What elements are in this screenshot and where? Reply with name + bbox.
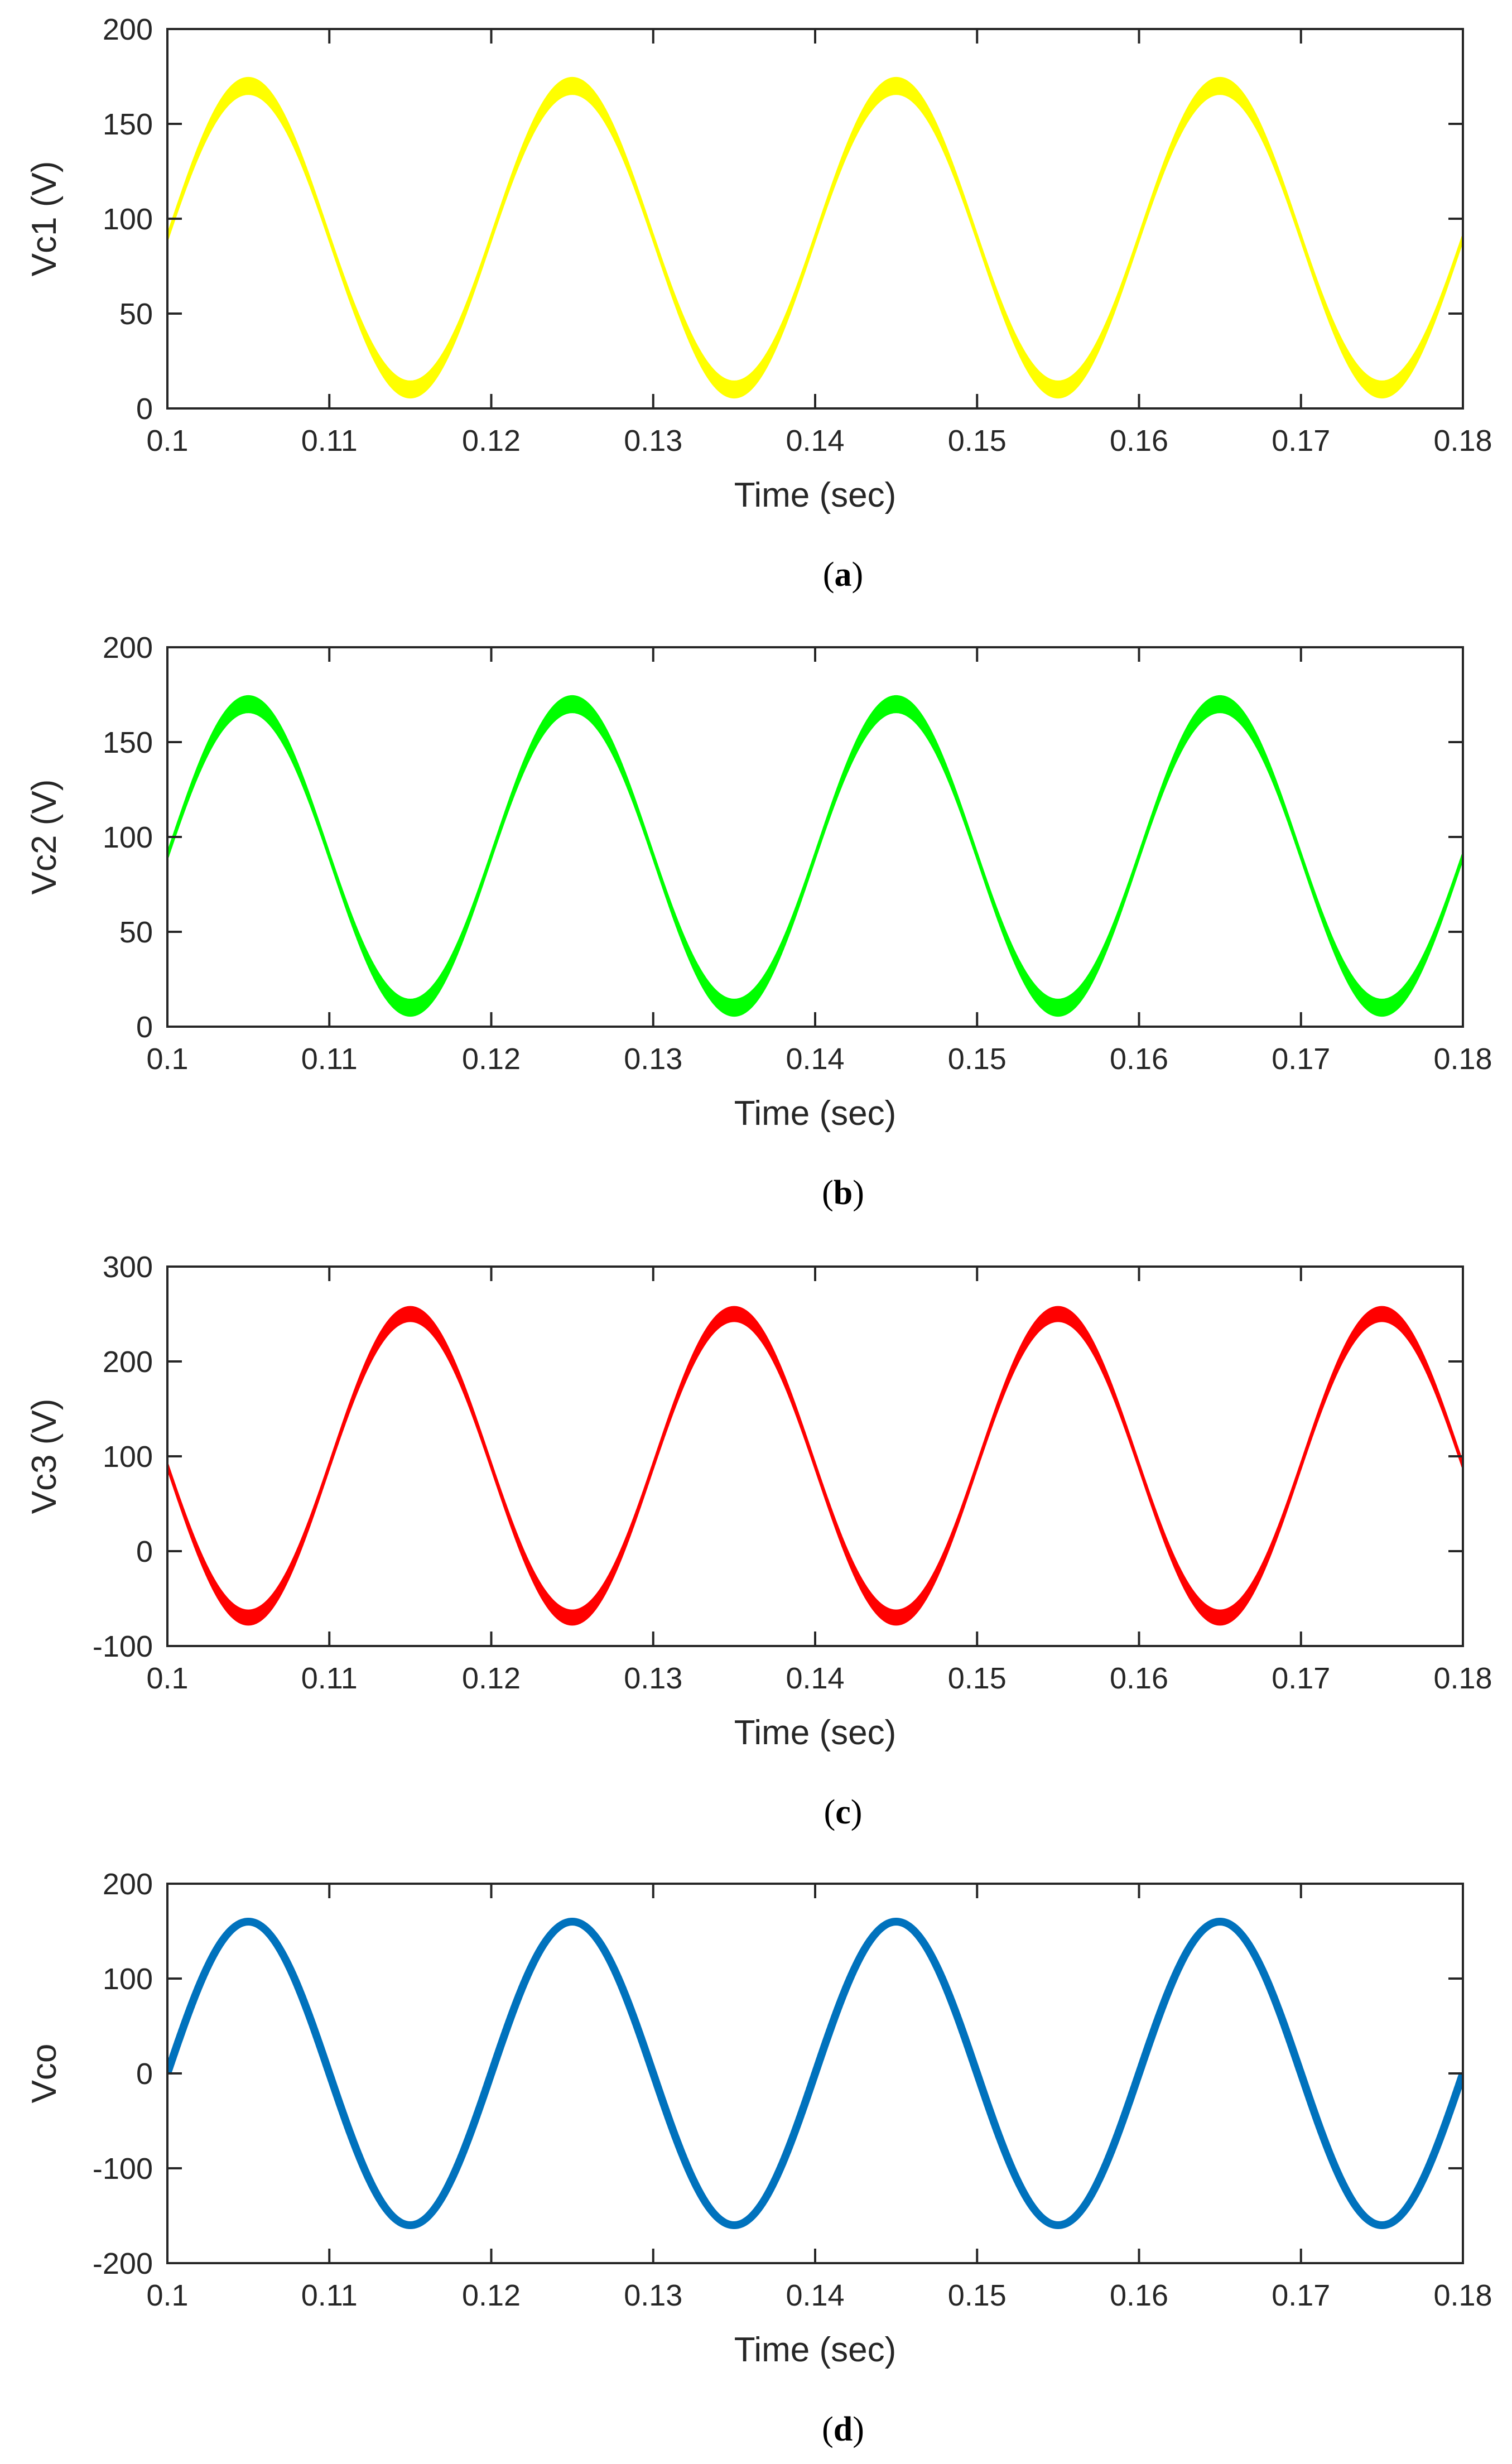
x-tick-label: 0.1 [146, 1662, 188, 1695]
y-axis-label: Vc2 (V) [25, 779, 64, 895]
y-tick-label: 0 [136, 1535, 153, 1568]
y-tick-label: 200 [103, 1345, 153, 1379]
x-tick-label: 0.14 [786, 1662, 844, 1695]
x-tick-label: 0.15 [948, 1042, 1007, 1076]
x-tick-label: 0.17 [1272, 1662, 1330, 1695]
y-tick-label: 0 [136, 2057, 153, 2091]
y-axis-label: Vc1 (V) [25, 161, 64, 277]
y-tick-label: 0 [136, 392, 153, 426]
y-tick-label: -100 [93, 1630, 153, 1663]
caption-close-paren: ) [851, 1793, 863, 1831]
y-tick-label: 150 [103, 108, 153, 141]
series-vco-line [167, 1918, 1463, 2229]
x-tick-label: 0.16 [1110, 2279, 1168, 2312]
y-tick-label: 300 [103, 1250, 153, 1284]
x-tick-label: 0.16 [1110, 424, 1168, 458]
x-tick-label: 0.13 [624, 424, 682, 458]
x-tick-label: 0.12 [462, 1662, 521, 1695]
x-tick-label: 0.1 [146, 1042, 188, 1076]
x-axis-label: Time (sec) [734, 1094, 896, 1133]
caption-open-paren: ( [824, 1793, 836, 1831]
x-tick-label: 0.13 [624, 2279, 682, 2312]
x-tick-label: 0.16 [1110, 1662, 1168, 1695]
series-vc1-band [167, 76, 1463, 399]
x-axis-label: Time (sec) [734, 476, 896, 514]
x-tick-label: 0.14 [786, 2279, 844, 2312]
caption-open-paren: ( [823, 556, 835, 594]
y-tick-label: 50 [119, 297, 153, 331]
caption-close-paren: ) [853, 2410, 864, 2448]
y-tick-label: 150 [103, 726, 153, 759]
x-tick-label: 0.17 [1272, 1042, 1330, 1076]
y-tick-label: -100 [93, 2152, 153, 2186]
x-tick-label: 0.12 [462, 424, 521, 458]
x-tick-label: 0.1 [146, 2279, 188, 2312]
x-tick-label: 0.12 [462, 1042, 521, 1076]
y-tick-label: 200 [103, 1868, 153, 1901]
x-tick-label: 0.11 [301, 424, 358, 458]
x-tick-label: 0.11 [301, 1662, 358, 1695]
caption-letter: b [834, 1174, 853, 1212]
panel-d: 0.1 0.11 0.12 0.13 0.14 0.15 0.16 0.17 0.18 -200 -… [25, 1868, 1492, 2448]
caption-letter: c [835, 1793, 851, 1831]
x-tick-label: 0.15 [948, 2279, 1007, 2312]
y-axis-label: Vc3 (V) [25, 1399, 64, 1514]
x-tick-label: 0.12 [462, 2279, 521, 2312]
y-tick-label: 200 [103, 631, 153, 665]
y-tick-label: 50 [119, 916, 153, 949]
x-tick-label: 0.18 [1433, 1662, 1492, 1695]
x-tick-label: 0.15 [948, 424, 1007, 458]
panel-caption-c: (c) [824, 1793, 863, 1831]
y-tick-label: -200 [93, 2247, 153, 2280]
panel-a: 0.1 0.11 0.12 0.13 0.14 0.15 0.16 0.17 0.18 0 50 10… [25, 13, 1492, 594]
x-tick-label: 0.1 [146, 424, 188, 458]
axes-frame-c [166, 1265, 1464, 1647]
y-axis-label: Vco [25, 2044, 64, 2104]
series-vc2-band [167, 695, 1463, 1017]
x-tick-label: 0.13 [624, 1042, 682, 1076]
caption-close-paren: ) [853, 1174, 864, 1212]
y-tick-label: 200 [103, 13, 153, 46]
x-tick-label: 0.11 [301, 2279, 358, 2312]
panel-caption-a: (a) [823, 556, 863, 594]
caption-letter: d [834, 2410, 853, 2448]
x-tick-label: 0.18 [1433, 424, 1492, 458]
x-tick-label: 0.15 [948, 1662, 1007, 1695]
axes-frame-b [166, 646, 1464, 1028]
panel-caption-b: (b) [822, 1174, 864, 1212]
caption-open-paren: ( [822, 1174, 834, 1212]
caption-close-paren: ) [852, 556, 864, 594]
x-tick-label: 0.18 [1433, 1042, 1492, 1076]
y-tick-label: 100 [103, 1962, 153, 1996]
y-tick-label: 100 [103, 203, 153, 236]
panel-b: 0.1 0.11 0.12 0.13 0.14 0.15 0.16 0.17 0.18 0 50 10… [25, 631, 1492, 1212]
caption-open-paren: ( [822, 2410, 834, 2448]
x-tick-label: 0.17 [1272, 424, 1330, 458]
caption-letter: a [835, 556, 852, 594]
x-axis-label: Time (sec) [734, 1714, 896, 1752]
x-tick-label: 0.16 [1110, 1042, 1168, 1076]
y-tick-label: 100 [103, 1440, 153, 1474]
x-tick-label: 0.18 [1433, 2279, 1492, 2312]
x-tick-label: 0.14 [786, 424, 844, 458]
x-tick-label: 0.14 [786, 1042, 844, 1076]
axes-frame-a [166, 28, 1464, 410]
x-axis-label: Time (sec) [734, 2331, 896, 2369]
x-tick-label: 0.17 [1272, 2279, 1330, 2312]
y-tick-label: 100 [103, 821, 153, 854]
x-tick-label: 0.11 [301, 1042, 358, 1076]
panel-c: 0.1 0.11 0.12 0.13 0.14 0.15 0.16 0.17 0.18 -100 0… [25, 1250, 1492, 1831]
panel-caption-d: (d) [822, 2410, 864, 2448]
x-tick-label: 0.13 [624, 1662, 682, 1695]
y-tick-label: 0 [136, 1010, 153, 1044]
series-vc3-band [167, 1306, 1463, 1626]
